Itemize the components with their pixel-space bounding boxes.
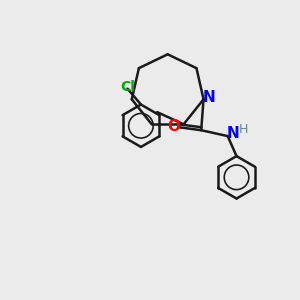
Text: N: N	[226, 126, 239, 141]
Text: H: H	[239, 123, 249, 136]
Text: N: N	[202, 90, 215, 105]
Text: O: O	[167, 119, 180, 134]
Text: Cl: Cl	[120, 80, 135, 94]
